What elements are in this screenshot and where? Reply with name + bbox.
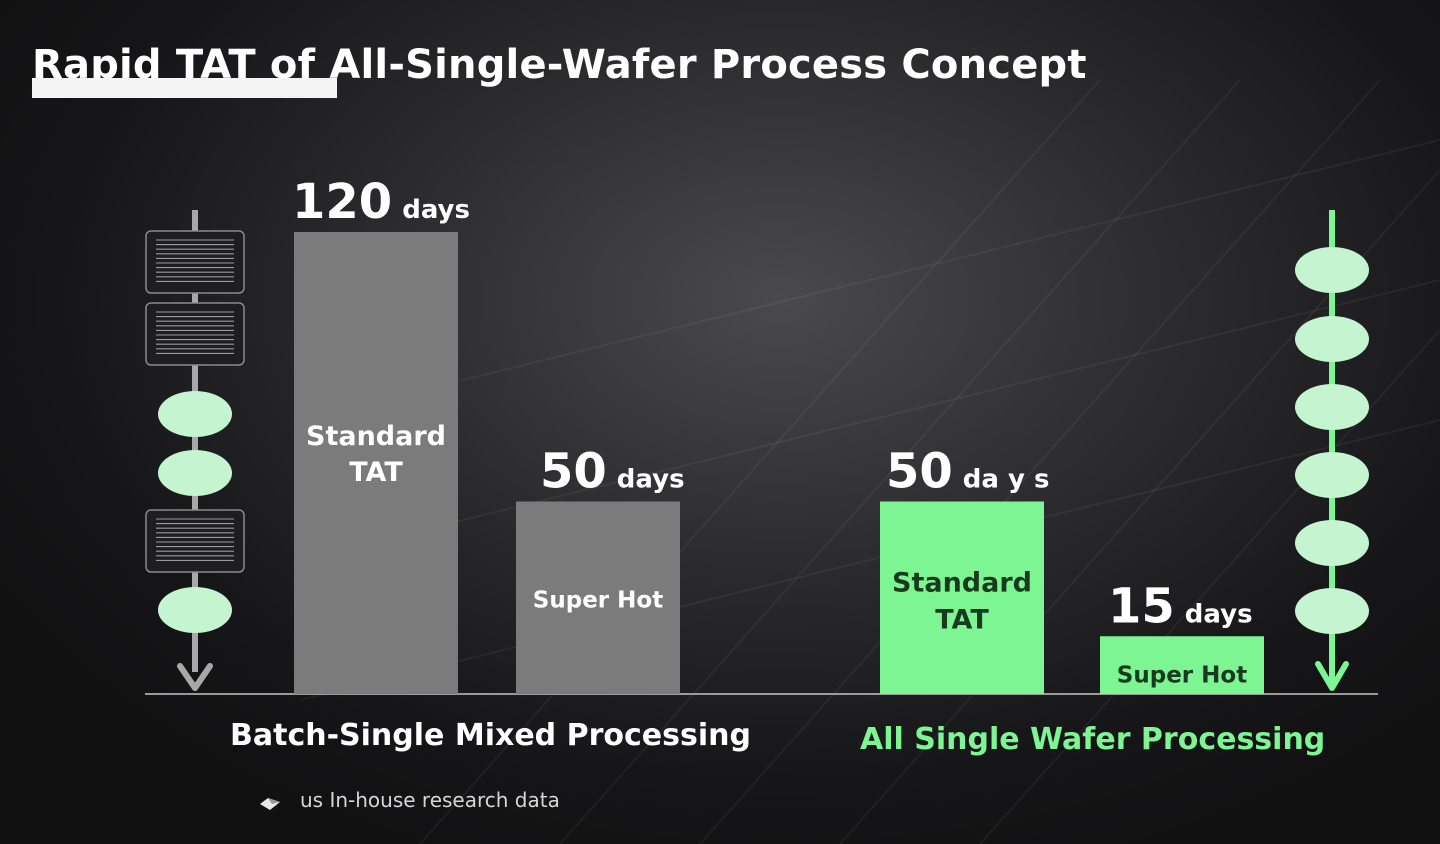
page-title: Rapid TAT of All-Single-Wafer Process Co… (32, 42, 1132, 98)
title-obscured-region (32, 78, 337, 98)
group-label-batch: Batch-Single Mixed Processing (230, 718, 751, 753)
source-note: us In-house research data (300, 788, 560, 812)
bar-label-line: TAT (349, 457, 403, 488)
value-label: 15 days (1108, 578, 1253, 634)
single-wafer-icon (158, 450, 232, 496)
bar-label-line: TAT (935, 605, 989, 636)
value-number: 50 (540, 444, 607, 500)
bar-single-standard (880, 501, 1044, 694)
value-label: 50 days (540, 444, 685, 500)
single-wafer-icon (1295, 247, 1369, 293)
value-unit: days (1185, 599, 1253, 629)
value-number: 50 (886, 444, 953, 500)
single-wafer-icon (1295, 588, 1369, 634)
value-label: 50 da y s (886, 444, 1049, 500)
batch-cassette-icon (145, 230, 245, 294)
bar-batch-standard (294, 232, 458, 694)
right-process-flow (1295, 210, 1369, 691)
single-wafer-icon (1295, 452, 1369, 498)
bars-layer: Standard TAT 120 days Super Hot 50 days Standar… (292, 174, 1264, 694)
bar-label: Super Hot (533, 588, 663, 614)
bar-batch-superhot (516, 501, 680, 694)
bar-label: Super Hot (1117, 662, 1247, 688)
left-process-flow (145, 210, 245, 691)
group-label-single: All Single Wafer Processing (860, 722, 1326, 757)
bar-label-line: Standard (306, 421, 446, 452)
single-wafer-icon (158, 587, 232, 633)
bar-label-line: Standard (892, 568, 1032, 599)
value-unit: days (617, 465, 685, 495)
left-flow-arrow-icon (177, 663, 213, 691)
single-wafer-icon (1295, 384, 1369, 430)
bar-single-superhot (1100, 636, 1264, 694)
value-unit: days (402, 195, 470, 225)
single-wafer-icon (1295, 520, 1369, 566)
single-wafer-icon (158, 391, 232, 437)
value-unit: da y s (963, 465, 1050, 495)
value-number: 15 (1108, 578, 1175, 634)
right-flow-arrow-icon (1315, 661, 1349, 691)
single-wafer-icon (1295, 316, 1369, 362)
batch-cassette-icon (145, 509, 245, 573)
company-logo-icon (260, 798, 280, 810)
value-number: 120 (292, 174, 392, 230)
batch-cassette-icon (145, 302, 245, 366)
value-label: 120 days (292, 174, 470, 230)
